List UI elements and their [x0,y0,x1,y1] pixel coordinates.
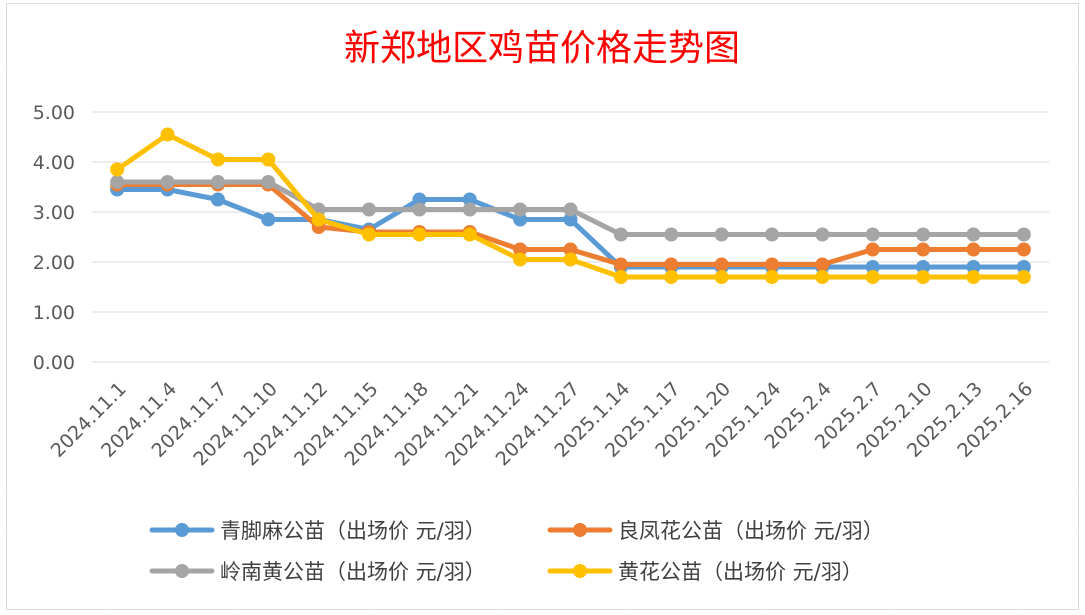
data-point [916,270,931,284]
data-point [966,227,981,242]
legend-item: 青脚麻公苗（出场价 元/羽） [149,519,486,543]
data-point [664,270,679,284]
data-point [210,152,225,167]
data-point [1016,227,1031,242]
chart-area-background [8,4,1077,608]
data-point [261,152,276,167]
data-point [664,227,679,242]
data-point [714,270,729,284]
data-point [764,227,779,242]
data-point [714,227,729,242]
data-point [613,227,628,242]
data-point [916,227,931,242]
y-tick-label: 1.00 [33,302,75,324]
data-point [865,260,880,274]
data-point [613,270,628,284]
data-point [563,212,578,227]
data-point [1016,270,1031,284]
data-point [462,227,477,242]
series-layer [110,127,1031,284]
legend-label: 青脚麻公苗（出场价 元/羽） [220,519,486,543]
data-point [1016,260,1031,274]
data-point [815,257,830,272]
data-point [966,260,981,274]
data-point [362,227,377,242]
data-point [865,270,880,284]
legend-label: 岭南黄公苗（出场价 元/羽） [220,560,486,584]
data-point [462,192,477,207]
legend-label: 良凤花公苗（出场价 元/羽） [618,519,884,543]
data-point [966,242,981,257]
data-point [513,252,528,267]
legend-label: 黄花公苗（出场价 元/羽） [618,560,863,584]
legend-item: 岭南黄公苗（出场价 元/羽） [149,560,486,584]
data-point [160,175,175,189]
data-point [865,227,880,242]
data-point [815,270,830,284]
data-point [412,192,427,207]
data-point [311,212,326,227]
legend-item: 良凤花公苗（出场价 元/羽） [547,519,884,543]
data-point [563,242,578,257]
legend: 青脚麻公苗（出场价 元/羽） 良凤花公苗（出场价 元/羽） 岭南黄公苗（出场价 元/… [149,519,884,584]
data-point [412,227,427,242]
data-point [160,127,175,142]
data-point [261,212,276,227]
data-point [110,175,125,189]
data-point [462,202,477,217]
series-3 [110,175,1031,242]
data-point [210,192,225,207]
data-point [513,212,528,227]
y-tick-label: 3.00 [33,202,75,224]
data-point [513,202,528,217]
data-point [916,242,931,257]
y-axis: 0.00 1.00 2.00 3.00 4.00 5.00 [33,102,75,374]
y-tick-label: 2.00 [33,252,75,274]
legend-item: 黄花公苗（出场价 元/羽） [547,560,863,584]
data-point [261,175,276,189]
data-point [764,270,779,284]
y-tick-label: 4.00 [33,152,75,174]
legend-marker [573,564,587,578]
legend-marker [175,564,189,578]
data-point [563,252,578,267]
data-point [110,162,125,177]
data-point [916,260,931,274]
data-point [362,202,377,217]
data-point [210,175,225,189]
data-point [513,242,528,257]
legend-marker [573,523,587,537]
data-point [412,202,427,217]
series-4 [110,127,1031,284]
data-point [764,257,779,272]
data-point [613,257,628,272]
legend-marker [175,523,189,537]
data-point [815,227,830,242]
y-tick-label: 0.00 [33,352,75,374]
data-point [865,242,880,257]
data-point [563,202,578,217]
y-tick-label: 5.00 [33,102,75,124]
data-point [1016,242,1031,257]
data-point [966,270,981,284]
data-point [714,257,729,272]
chart-title: 新郑地区鸡苗价格走势图 [344,28,740,69]
data-point [664,257,679,272]
